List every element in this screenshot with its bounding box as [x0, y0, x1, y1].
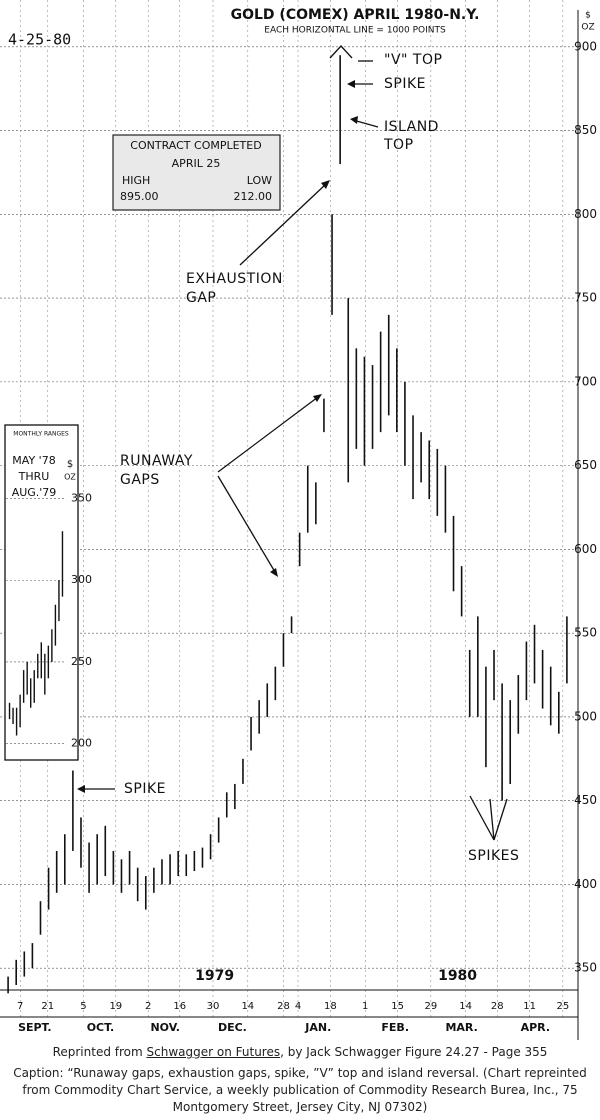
- arrow: [329, 45, 353, 59]
- caption: Reprinted from Schwagger on Futures, by …: [0, 1040, 600, 1120]
- box-value: 212.00: [234, 190, 273, 203]
- month-label: FEB.: [381, 1021, 409, 1034]
- inset-chart: MONTHLY RANGES MAY '78 THRU AUG.'79 $ OZ…: [4, 424, 92, 761]
- box-title: CONTRACT COMPLETED: [130, 139, 261, 152]
- x-tick-label: 25: [556, 1001, 569, 1012]
- annotation: SPIKES: [468, 848, 519, 864]
- y-tick-label: 650: [574, 458, 597, 472]
- arrow-head: [77, 785, 85, 793]
- box-value: 895.00: [120, 190, 159, 203]
- y-tick-label: 900: [574, 39, 597, 53]
- box-date: APRIL 25: [172, 157, 221, 170]
- annotation: ISLAND: [384, 119, 439, 135]
- background: [0, 0, 600, 1040]
- annotation: EXHAUSTION: [186, 271, 283, 287]
- y-tick-label: 750: [574, 291, 597, 305]
- month-label: APR.: [521, 1021, 550, 1034]
- year-label: 1979: [195, 968, 234, 984]
- x-tick-label: 30: [207, 1001, 220, 1012]
- y-tick-label: 200: [71, 737, 92, 750]
- month-label: OCT.: [87, 1021, 114, 1034]
- annotation: GAP: [186, 290, 216, 306]
- arrow: [217, 396, 319, 473]
- y-tick-label: 300: [71, 573, 92, 586]
- y-tick-label: 600: [574, 542, 597, 556]
- y-tick-label: 250: [71, 655, 92, 668]
- x-tick-label: 21: [41, 1001, 54, 1012]
- inset-y-unit: OZ: [64, 473, 76, 482]
- y-tick-label: 500: [574, 709, 597, 723]
- caption-text: Caption: “Runaway gaps, exhaustion gaps,…: [13, 1066, 587, 1114]
- bars: [7, 55, 568, 994]
- arrow: [217, 475, 276, 573]
- source-suffix: , by Jack Schwagger Figure 24.27 - Page …: [280, 1045, 548, 1059]
- annotation: "V" TOP: [384, 52, 442, 68]
- y-tick-label: 700: [574, 374, 597, 388]
- y-unit: OZ: [581, 23, 594, 33]
- x-tick-label: 28: [277, 1001, 290, 1012]
- month-label: MAR.: [445, 1021, 477, 1034]
- x-tick-label: 7: [17, 1001, 23, 1012]
- contract-box: [112, 134, 281, 211]
- box-label: LOW: [247, 174, 272, 187]
- source-prefix: Reprinted from: [52, 1045, 147, 1059]
- x-tick-label: 2: [145, 1001, 151, 1012]
- x-tick-label: 5: [80, 1001, 86, 1012]
- annotation: GAPS: [120, 472, 160, 488]
- arrow: [469, 795, 495, 841]
- x-tick-label: 16: [173, 1001, 186, 1012]
- arrow-head: [321, 180, 330, 189]
- arrow-head: [347, 80, 355, 88]
- inset-frame: [4, 424, 79, 761]
- arrow: [493, 798, 508, 841]
- y-tick-label: 400: [574, 877, 597, 891]
- y-tick-label: 850: [574, 123, 597, 137]
- inset-subtitle: THRU: [18, 470, 50, 483]
- inset-subtitle: AUG.'79: [12, 486, 57, 499]
- x-tick-label: 28: [491, 1001, 504, 1012]
- month-label: DEC.: [218, 1021, 247, 1034]
- arrow-head: [350, 116, 358, 124]
- x-tick-label: 1: [362, 1001, 368, 1012]
- x-tick-label: 29: [424, 1001, 437, 1012]
- y-tick-label: 800: [574, 207, 597, 221]
- source-title: Schwagger on Futures: [146, 1045, 281, 1059]
- y-unit: $: [585, 11, 591, 21]
- inset-title: MONTHLY RANGES: [13, 431, 69, 438]
- x-tick-label: 14: [241, 1001, 254, 1012]
- chart-subtitle: EACH HORIZONTAL LINE = 1000 POINTS: [264, 26, 446, 36]
- annotation: RUNAWAY: [120, 453, 193, 469]
- x-tick-label: 4: [295, 1001, 301, 1012]
- arrow: [489, 798, 495, 841]
- y-tick-label: 350: [71, 492, 92, 505]
- box-label: HIGH: [122, 174, 150, 187]
- arrow-head: [270, 568, 278, 577]
- x-tick-label: 14: [459, 1001, 472, 1012]
- source-line: Reprinted from Schwagger on Futures, by …: [10, 1044, 590, 1061]
- chart-date: 4-25-80: [8, 31, 71, 49]
- arrow: [239, 183, 327, 266]
- year-label: 1980: [438, 968, 477, 984]
- x-tick-label: 19: [109, 1001, 122, 1012]
- x-tick-label: 18: [324, 1001, 337, 1012]
- x-tick-label: 15: [391, 1001, 404, 1012]
- month-label: JAN.: [304, 1021, 331, 1034]
- y-tick-label: 450: [574, 793, 597, 807]
- y-tick-label: 550: [574, 626, 597, 640]
- month-label: SEPT.: [18, 1021, 52, 1034]
- inset-subtitle: MAY '78: [12, 454, 55, 467]
- annotation: SPIKE: [384, 76, 426, 92]
- inset-y-unit: $: [67, 459, 73, 470]
- chart-title: GOLD (COMEX) APRIL 1980-N.Y.: [231, 7, 480, 23]
- month-label: NOV.: [150, 1021, 180, 1034]
- annotation: TOP: [383, 137, 414, 153]
- arrow-head: [313, 394, 322, 402]
- annotation: SPIKE: [124, 781, 166, 797]
- y-tick-label: 350: [574, 961, 597, 975]
- x-tick-label: 11: [523, 1001, 536, 1012]
